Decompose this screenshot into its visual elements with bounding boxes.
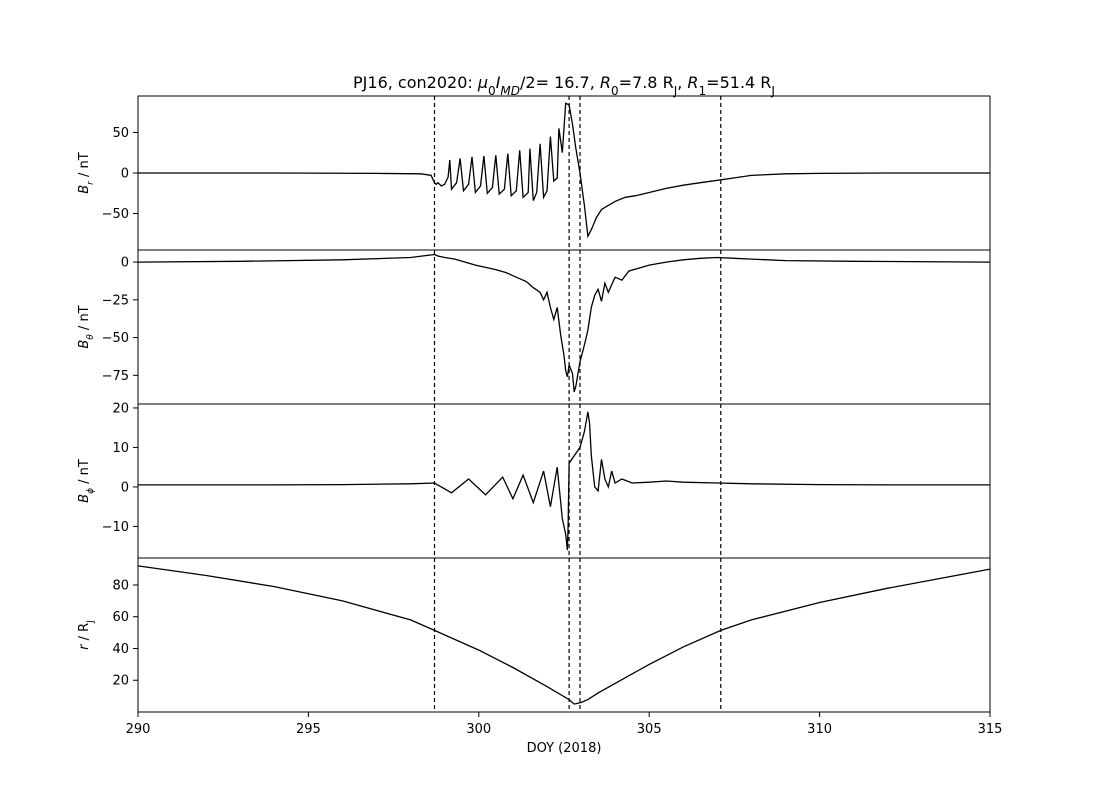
series-line-br — [138, 102, 990, 239]
y-tick-label: 80 — [112, 578, 129, 593]
y-tick-label: 50 — [112, 126, 129, 141]
x-tick-label: 310 — [807, 722, 832, 737]
x-tick-label: 305 — [637, 722, 662, 737]
y-axis-label-btheta: Bθ / nT — [77, 305, 96, 348]
x-axis: 290 295 300 305 310 315 — [126, 712, 1003, 737]
y-axis-label-r: r / RJ — [77, 620, 96, 650]
x-tick-label: 295 — [296, 722, 321, 737]
y-axis-label-bphi: Bϕ / nT — [77, 459, 96, 503]
x-tick-label: 290 — [126, 722, 151, 737]
y-tick-label: 0 — [121, 480, 129, 495]
y-tick-label: −10 — [102, 520, 129, 535]
y-tick-label: 20 — [112, 674, 129, 689]
panel-frame — [137, 403, 991, 559]
y-tick-label: −25 — [102, 293, 129, 308]
chart-title: PJ16, con2020: μ0IMD/2= 16.7, R0=7.8 RJ,… — [353, 73, 775, 98]
panel-frame — [137, 249, 991, 405]
y-tick-label: −50 — [102, 331, 129, 346]
y-tick-label: 10 — [112, 441, 129, 456]
y-tick-label: 60 — [112, 610, 129, 625]
panel-br: 50 0 −50 Br / nT — [77, 95, 991, 251]
series-line-r — [138, 565, 990, 705]
vertical-markers — [433, 96, 722, 712]
y-tick-label: 0 — [121, 256, 129, 271]
panel-bphi: 20 10 0 −10 Bϕ / nT — [77, 401, 991, 559]
y-axis-label-br: Br / nT — [77, 152, 96, 194]
panel-r: 80 60 40 20 r / RJ — [77, 557, 991, 713]
x-tick-label: 315 — [978, 722, 1003, 737]
series-line-btheta — [138, 253, 990, 393]
panel-btheta: 0 −25 −50 −75 Bθ / nT — [77, 249, 991, 405]
y-tick-label: 20 — [112, 401, 129, 416]
x-axis-label: DOY (2018) — [527, 741, 602, 756]
x-tick-label: 300 — [466, 722, 491, 737]
panel-frame — [137, 557, 991, 713]
y-tick-label: 40 — [112, 642, 129, 657]
y-tick-label: −50 — [102, 207, 129, 222]
series-line-bphi — [138, 411, 990, 551]
panels: 50 0 −50 Br / nT 0 −25 −50 −75 Bθ / nT 20 10 0 −10 Bϕ… — [77, 95, 991, 713]
y-tick-label: 0 — [121, 167, 129, 182]
y-tick-label: −75 — [102, 369, 129, 384]
